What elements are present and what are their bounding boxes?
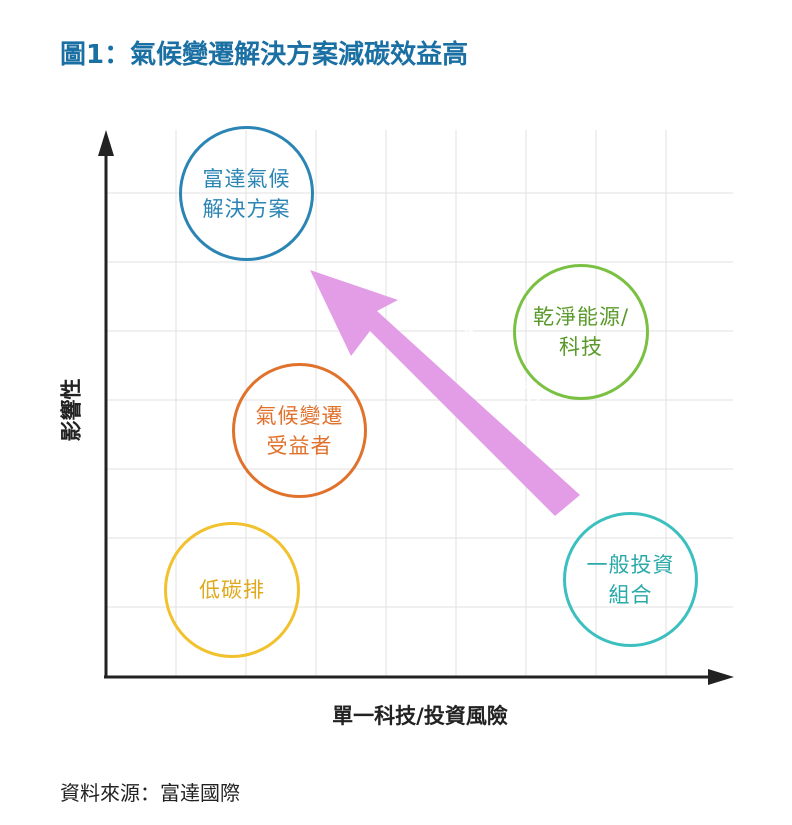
x-axis-arrowhead	[708, 669, 734, 685]
y-axis-label-wrapper: 影響性	[52, 370, 88, 450]
strategy-arrow	[310, 270, 580, 516]
chart-title: 圖1：氣候變遷解決方案減碳效益高	[60, 40, 469, 70]
bubble-line-2: 組合	[608, 582, 653, 607]
bubble-line-2: 科技	[558, 335, 603, 359]
bubble-line-1: 低碳排	[199, 578, 265, 602]
bubble-line-2: 解決方案	[202, 196, 291, 221]
source-note: 資料來源：富達國際	[60, 781, 240, 805]
bubble-line-1: 乾淨能源/	[532, 305, 630, 329]
y-axis-label: 影響性	[59, 378, 83, 442]
axes	[98, 130, 734, 685]
bubble-general-portfolio: 一般投資 組合	[563, 512, 698, 647]
x-axis-label: 單一科技/投資風險	[332, 704, 508, 728]
bubble-climate-beneficiaries: 氣候變遷 受益者	[232, 363, 367, 498]
bubble-climate-solutions: 富達氣候 解決方案	[179, 126, 314, 261]
bubble-line-2: 受益者	[266, 433, 333, 458]
bubble-line-1: 一般投資	[586, 552, 675, 577]
bubble-line-1: 富達氣候	[202, 166, 291, 191]
y-axis-arrowhead	[98, 130, 114, 156]
bubble-low-carbon: 低碳排	[164, 522, 300, 658]
bubble-line-1: 氣候變遷	[255, 403, 344, 428]
bubble-clean-energy: 乾淨能源/ 科技	[513, 264, 649, 400]
